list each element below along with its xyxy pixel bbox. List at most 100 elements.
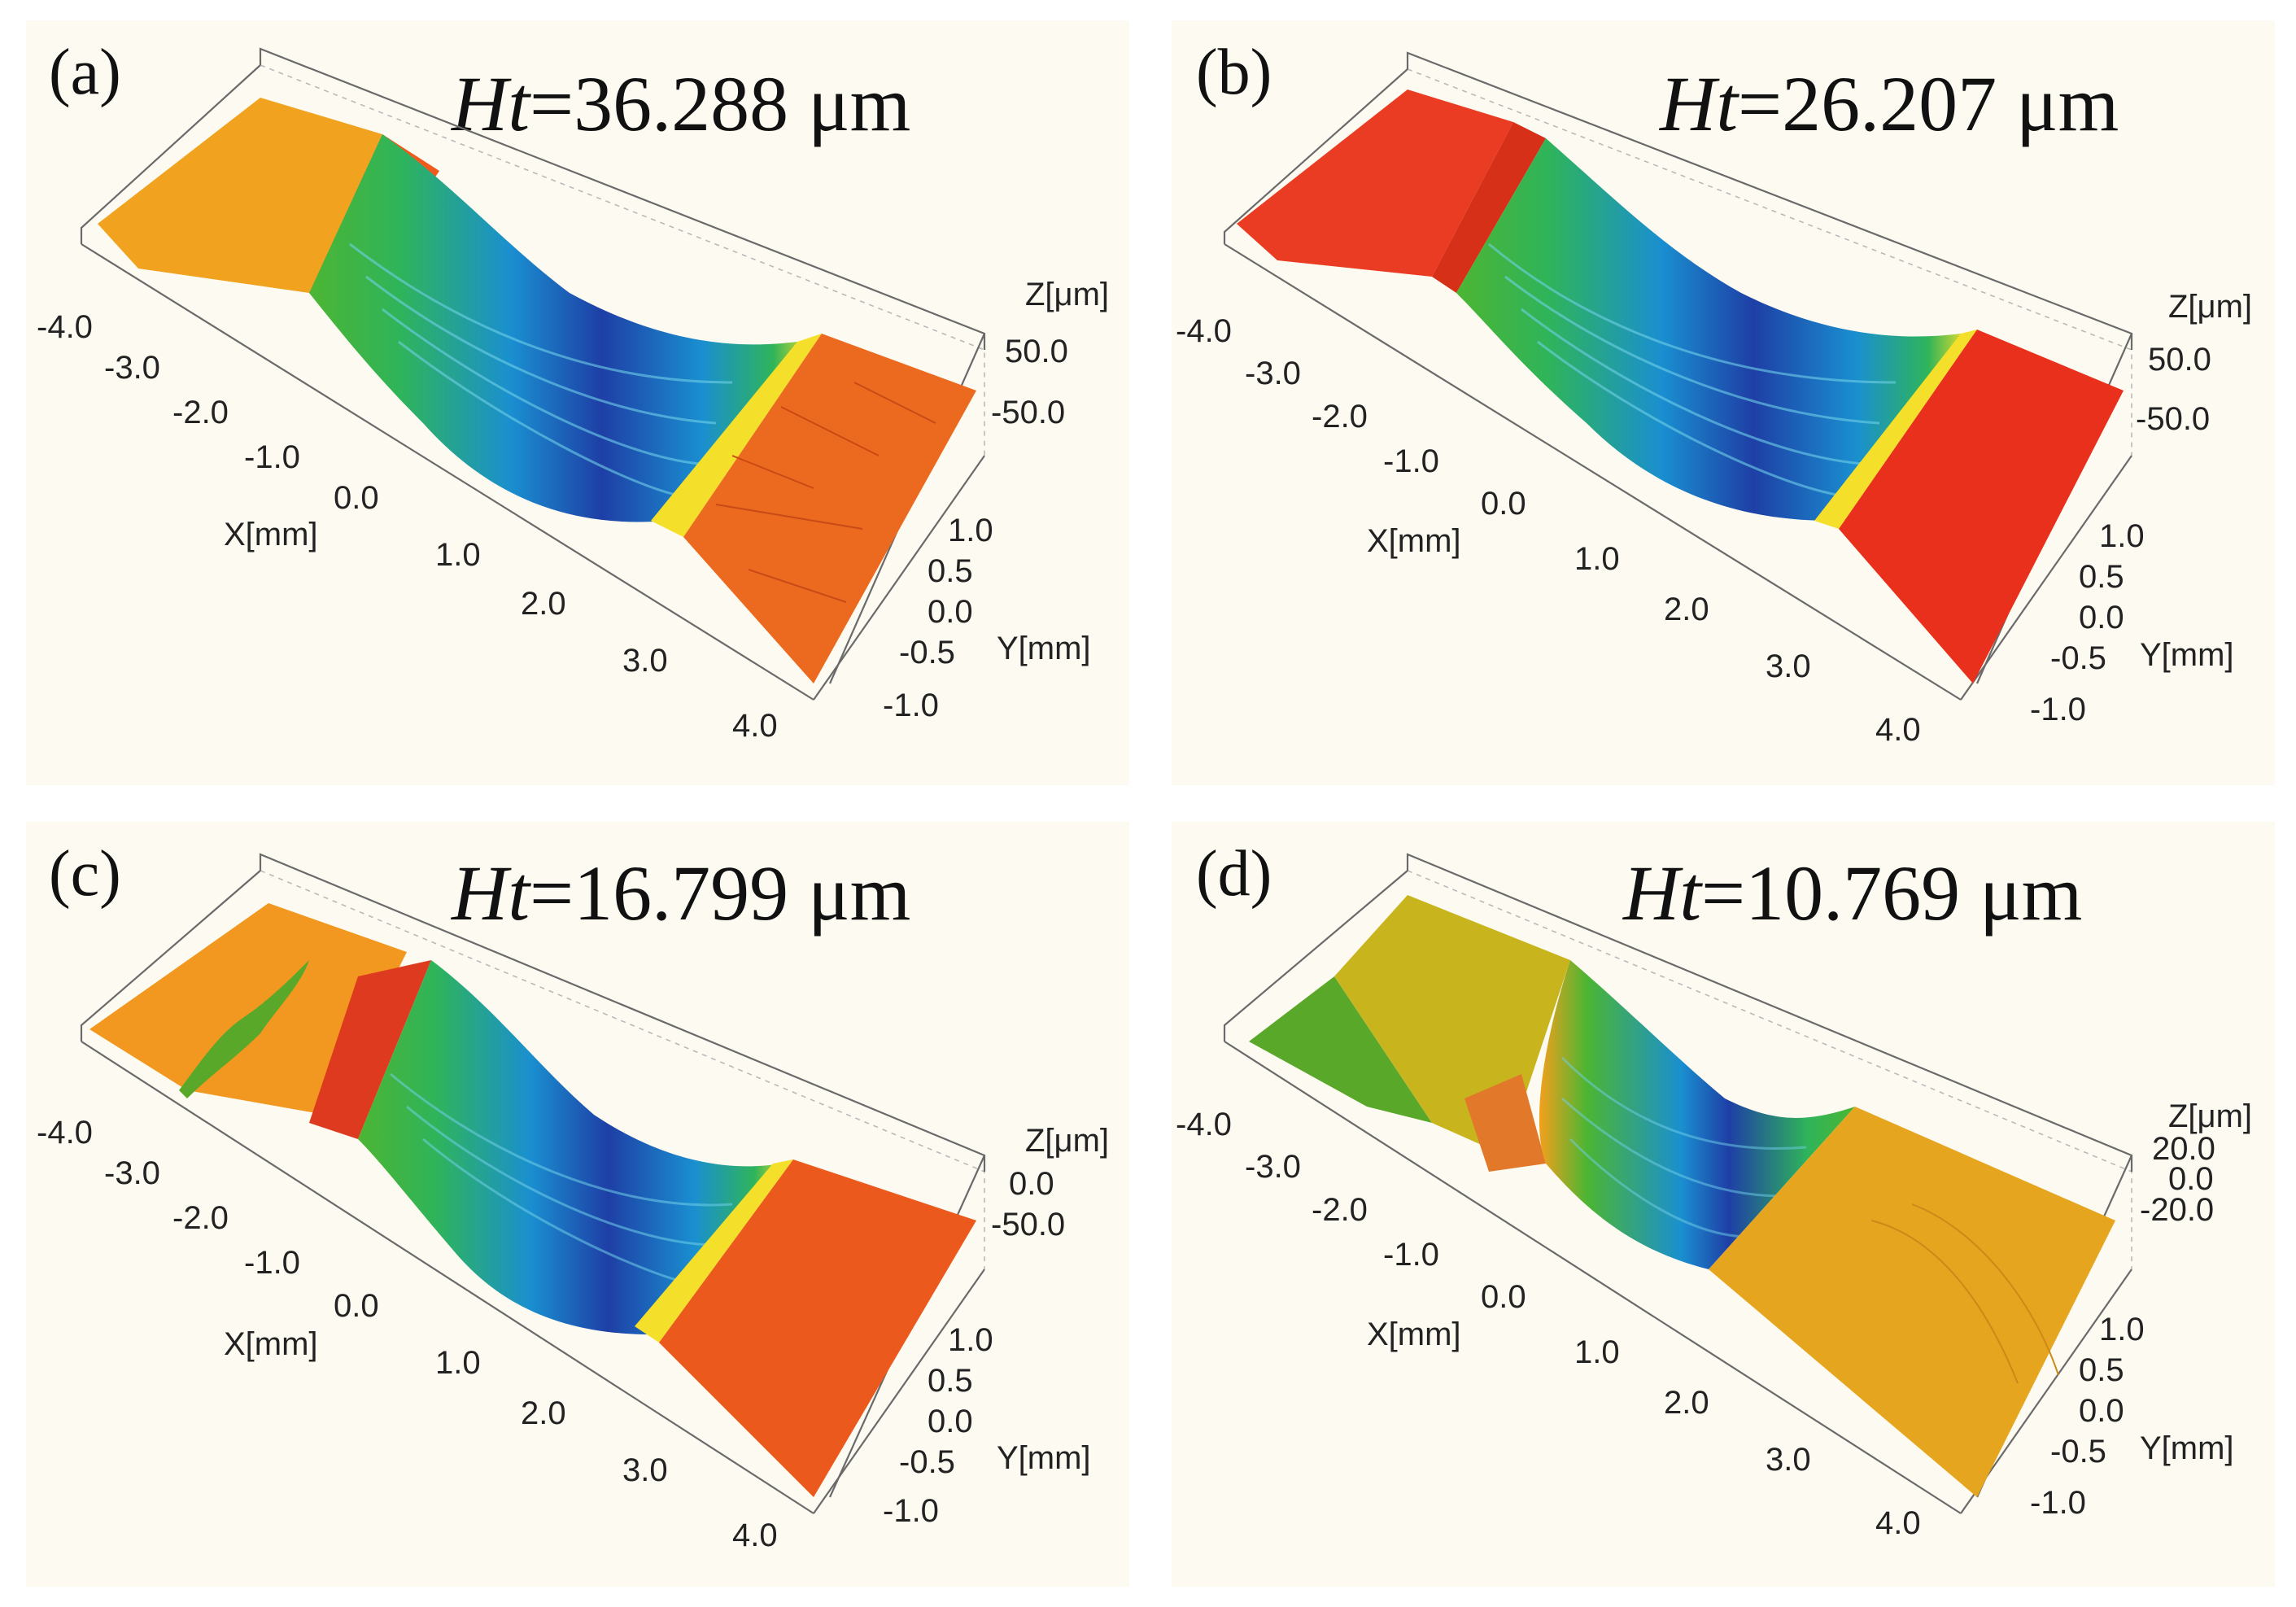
panel-c-x-tick: 4.0 [732, 1517, 778, 1553]
panel-c-x-axis: -4.0 -3.0 -2.0 -1.0 0.0 1.0 2.0 3.0 4.0 … [37, 1115, 778, 1553]
panel-a-x-tick: -1.0 [244, 439, 300, 475]
panel-a-label: (a) [49, 37, 121, 108]
panel-c-y-tick: -1.0 [883, 1493, 939, 1529]
panel-c-left-streak [179, 960, 309, 1098]
panel-a-z-tick: 50.0 [1005, 334, 1068, 369]
panel-c-y-axis: 1.0 0.5 0.0 -0.5 -1.0 Y[mm] [883, 1322, 1091, 1529]
panel-c-x-tick: 2.0 [521, 1395, 566, 1431]
panel-d-x-tick: -1.0 [1383, 1237, 1439, 1273]
panel-b-z-axis: Z[μm] 50.0 -50.0 [2136, 289, 2252, 437]
panel-c-x-tick: -3.0 [104, 1155, 160, 1191]
panel-c-y-tick: -0.5 [899, 1444, 955, 1480]
panel-a-right-texture [715, 382, 936, 603]
panel-b-x-tick: 3.0 [1766, 648, 1811, 684]
panel-c-y-tick: 0.5 [928, 1363, 973, 1399]
panel-c-left-plateau [89, 903, 407, 1115]
panel-b-right-rim [1814, 330, 1977, 529]
panel-d-right-plateau [1709, 1107, 2115, 1497]
panel-d-x-tick: 1.0 [1574, 1334, 1620, 1370]
panel-a-x-tick: 0.0 [334, 480, 379, 516]
panel-b-groove-ridges [1488, 242, 1897, 498]
panel-d-y-tick: -0.5 [2050, 1434, 2106, 1469]
panel-d-x-tick: 4.0 [1875, 1505, 1921, 1541]
panel-b-x-label: X[mm] [1367, 523, 1461, 559]
panel-d-x-axis: -4.0 -3.0 -2.0 -1.0 0.0 1.0 2.0 3.0 4.0 … [1176, 1107, 1921, 1541]
panel-a-x-tick: 3.0 [622, 643, 668, 679]
panel-d-y-tick: 1.0 [2099, 1312, 2145, 1347]
panel-b-x-tick: -1.0 [1383, 443, 1439, 479]
panel-a-x-axis: -4.0 -3.0 -2.0 -1.0 0.0 1.0 2.0 3.0 4.0 … [37, 309, 778, 744]
panel-d-x-label: X[mm] [1367, 1317, 1461, 1352]
panel-c-z-axis: Z[μm] 0.0 -50.0 [991, 1123, 1109, 1242]
panel-c-ht-title: Ht=16.799 μm [450, 849, 910, 937]
panel-d-surface [1249, 895, 2115, 1497]
panel-c-x-tick: -4.0 [37, 1115, 93, 1151]
panel-c-x-label: X[mm] [224, 1326, 318, 1362]
panel-d-x-tick: 0.0 [1481, 1279, 1526, 1315]
panel-b-x-axis: -4.0 -3.0 -2.0 -1.0 0.0 1.0 2.0 3.0 4.0 … [1176, 313, 1921, 748]
panel-d-z-tick: 20.0 [2152, 1131, 2215, 1167]
panel-a-x-tick: -2.0 [172, 395, 229, 430]
panel-c-x-tick: 3.0 [622, 1452, 668, 1488]
panel-a-x-tick: -4.0 [37, 309, 93, 345]
panel-d-y-tick: 0.0 [2079, 1393, 2124, 1429]
panel-b-y-tick: -1.0 [2030, 692, 2086, 727]
panel-d-groove-ridges [1560, 1056, 1807, 1238]
panel-c-x-tick: 1.0 [435, 1345, 481, 1381]
panel-d-bounding-box [1223, 853, 2133, 1514]
panel-a-right-rim [651, 334, 822, 537]
panel-a-y-tick: -0.5 [899, 635, 955, 670]
panel-a-x-tick: 2.0 [521, 586, 566, 622]
panel-b-right-plateau [1839, 330, 2124, 683]
panel-c-right-rim [635, 1159, 793, 1343]
panel-d-y-label: Y[mm] [2140, 1430, 2234, 1466]
panel-c-y-tick: 1.0 [948, 1322, 993, 1358]
panel-b: (b) Ht=26.207 μm -4.0 -3.0 -2.0 -1.0 0.0… [1172, 20, 2275, 785]
panel-d-label: (d) [1196, 838, 1272, 910]
panel-b-groove [1456, 138, 1969, 521]
panel-b-x-tick: -2.0 [1312, 399, 1368, 435]
panel-b-y-tick: 1.0 [2099, 518, 2145, 554]
panel-b-y-tick: 0.5 [2079, 559, 2124, 595]
panel-b-z-tick: 50.0 [2148, 342, 2211, 378]
panel-b-x-tick: -4.0 [1176, 313, 1232, 349]
panel-d-y-axis: 1.0 0.5 0.0 -0.5 -1.0 Y[mm] [2030, 1312, 2234, 1521]
panel-c-z-tick: -50.0 [991, 1207, 1065, 1242]
panel-a-y-axis: 1.0 0.5 0.0 -0.5 -1.0 Y[mm] [883, 513, 1091, 723]
panel-d-x-tick: 2.0 [1664, 1385, 1709, 1421]
panel-a-ht-title: Ht=36.288 μm [450, 60, 910, 147]
panel-a-y-tick: 0.5 [928, 553, 973, 589]
panel-b-label: (b) [1196, 37, 1272, 108]
panel-a-y-tick: 1.0 [948, 513, 993, 548]
panel-a-z-label: Z[μm] [1025, 277, 1109, 312]
panel-d-z-axis: Z[μm] 20.0 0.0 -20.0 [2140, 1098, 2252, 1228]
panel-d: (d) Ht=10.769 μm -4.0 -3.0 -2.0 -1.0 0.0 [1172, 822, 2275, 1587]
panel-d-left-plateau-green [1249, 976, 1432, 1123]
panel-b-y-axis: 1.0 0.5 0.0 -0.5 -1.0 Y[mm] [2030, 518, 2234, 727]
panel-b-x-tick: 0.0 [1481, 486, 1526, 522]
panel-d-x-tick: -2.0 [1312, 1192, 1368, 1228]
panel-c-bounding-box [80, 853, 986, 1514]
panel-d-left-rim [1464, 1074, 1546, 1172]
panel-c-z-tick: 0.0 [1009, 1166, 1054, 1202]
panel-a-x-label: X[mm] [224, 517, 318, 552]
panel-b-y-label: Y[mm] [2140, 637, 2234, 673]
panel-c-z-label: Z[μm] [1025, 1123, 1109, 1159]
panel-a-x-tick: 1.0 [435, 537, 481, 573]
panel-d-z-tick: -20.0 [2140, 1192, 2214, 1228]
panel-a-x-tick: -3.0 [104, 350, 160, 386]
panel-c-left-rim [309, 960, 431, 1139]
panel-b-surface [1237, 90, 2124, 683]
panel-c: (c) Ht=16.799 μm -4.0 -3.0 -2.0 -1.0 0.0 [26, 822, 1129, 1587]
panel-a-surface [98, 98, 976, 683]
panel-b-left-plateau [1237, 90, 1513, 277]
panel-d-ht-title: Ht=10.769 μm [1622, 849, 2082, 937]
panel-a-z-axis: Z[μm] 50.0 -50.0 [991, 277, 1109, 430]
panel-c-x-tick: -1.0 [244, 1245, 300, 1281]
panel-d-x-tick: 3.0 [1766, 1442, 1811, 1478]
panel-b-x-tick: 2.0 [1664, 592, 1709, 627]
panel-a-right-plateau [683, 334, 976, 683]
panel-c-y-tick: 0.0 [928, 1404, 973, 1439]
panel-a-groove [309, 134, 814, 522]
